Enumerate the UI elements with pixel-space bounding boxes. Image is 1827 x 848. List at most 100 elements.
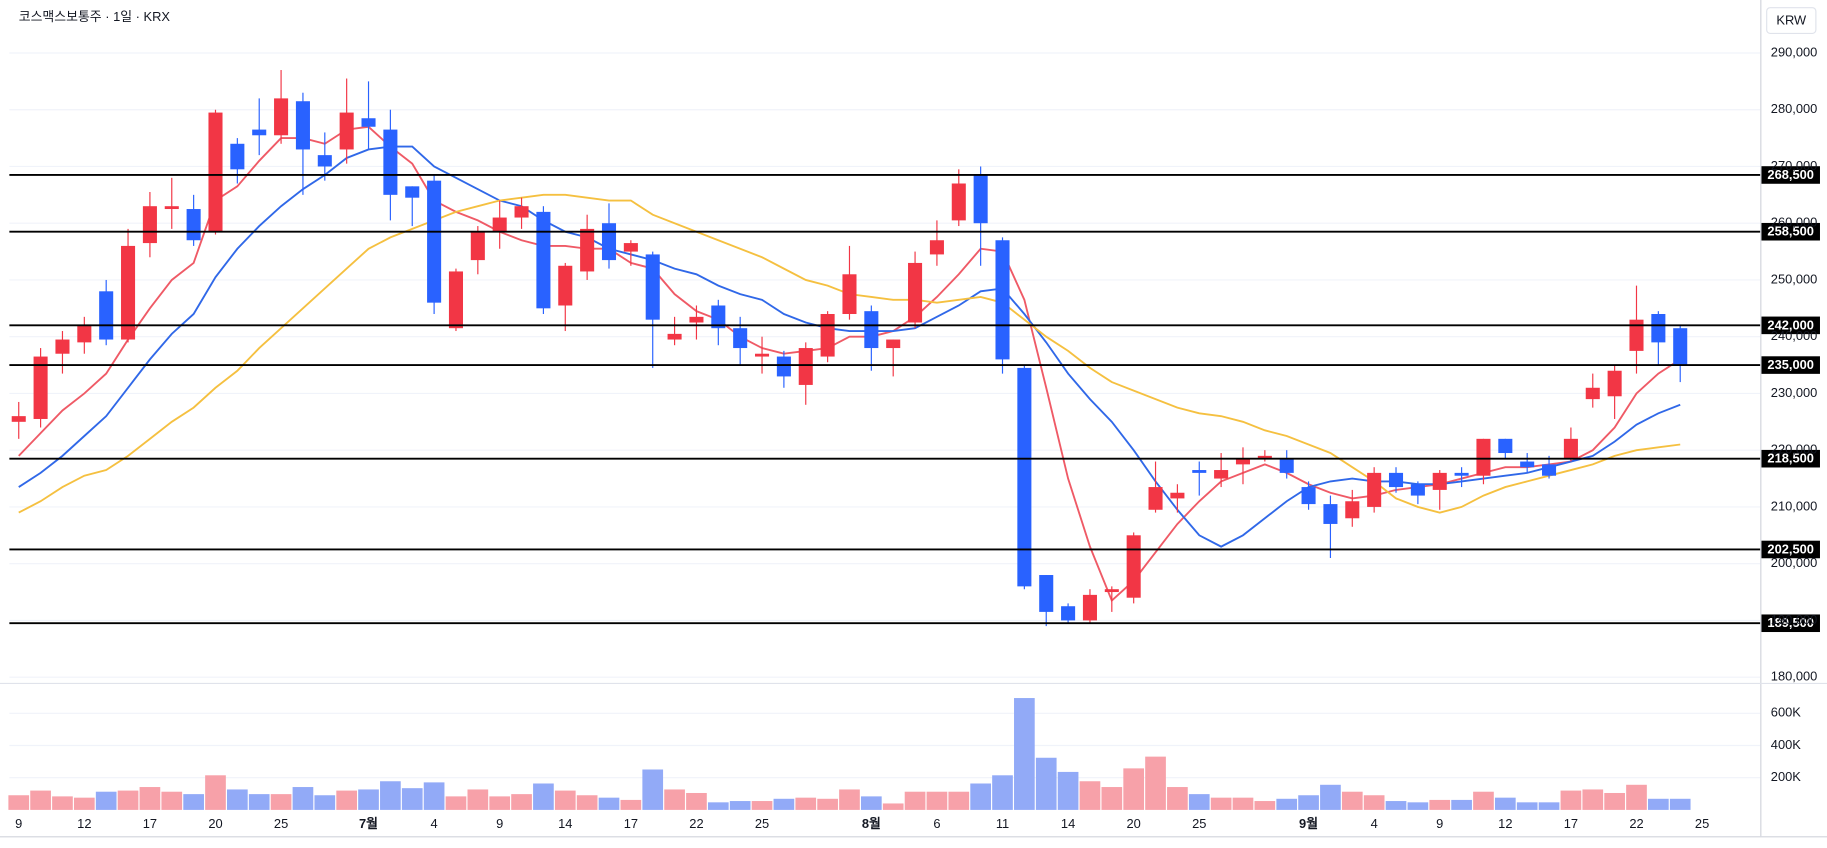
volume-bar bbox=[445, 796, 467, 810]
candle-body bbox=[995, 240, 1010, 360]
currency-label[interactable]: KRW bbox=[1776, 13, 1807, 28]
x-tick-label: 7월 bbox=[359, 816, 378, 831]
x-tick-label: 9월 bbox=[1299, 816, 1318, 831]
x-tick-label: 4 bbox=[431, 816, 438, 831]
horizontal-line-label: 258,500 bbox=[1767, 224, 1814, 239]
horizontal-line-label: 242,000 bbox=[1767, 317, 1814, 332]
horizontal-line-badge bbox=[1761, 316, 1820, 335]
candle-body bbox=[623, 243, 638, 252]
candle-body bbox=[536, 211, 551, 309]
horizontal-line-badge bbox=[1761, 166, 1820, 184]
volume-bar bbox=[380, 781, 401, 810]
horizontal-line-badge bbox=[1761, 449, 1820, 468]
y-tick-label: 240,000 bbox=[1771, 328, 1818, 343]
y-tick-label: 290,000 bbox=[1771, 44, 1818, 59]
volume-bar bbox=[30, 790, 51, 810]
volume-bar bbox=[1276, 798, 1298, 810]
volume-bar bbox=[751, 801, 773, 810]
candle-body bbox=[711, 305, 726, 329]
volume-bar bbox=[270, 794, 292, 810]
volume-bar bbox=[926, 791, 948, 810]
currency-badge[interactable] bbox=[1766, 7, 1817, 35]
volume-tick-label: 200K bbox=[1771, 769, 1801, 784]
volume-bar bbox=[1014, 698, 1035, 810]
volume-bar bbox=[860, 796, 882, 810]
volume-tick-label: 400K bbox=[1771, 737, 1801, 752]
volume-bar bbox=[1298, 795, 1319, 810]
candle-body bbox=[886, 339, 901, 349]
x-tick-label: 14 bbox=[1061, 816, 1075, 831]
volume-bar bbox=[117, 790, 139, 810]
horizontal-line-badge bbox=[1761, 356, 1820, 374]
volume-bar bbox=[533, 783, 554, 810]
volume-bar bbox=[1101, 787, 1123, 810]
x-tick-label: 4 bbox=[1371, 816, 1378, 831]
volume-bar bbox=[1232, 797, 1254, 810]
candle-body bbox=[1367, 472, 1382, 507]
x-tick-label: 14 bbox=[558, 816, 572, 831]
volume-bar bbox=[423, 782, 445, 810]
candle-body bbox=[667, 333, 682, 340]
candle-body bbox=[864, 311, 879, 349]
candle-body bbox=[580, 228, 595, 272]
candle-body bbox=[252, 129, 267, 136]
x-tick-label: 22 bbox=[1629, 816, 1643, 831]
volume-bar bbox=[598, 797, 620, 810]
horizontal-line-label: 202,500 bbox=[1767, 541, 1814, 556]
candle-body bbox=[470, 231, 485, 261]
volume-bar bbox=[1385, 801, 1407, 810]
volume-bar bbox=[1320, 784, 1341, 810]
candle-body bbox=[142, 206, 157, 244]
volume-bar bbox=[1516, 802, 1538, 810]
y-tick-label: 190,000 bbox=[1771, 612, 1818, 627]
candle-body bbox=[733, 328, 748, 349]
volume-bar bbox=[1363, 795, 1385, 810]
candle-body bbox=[295, 101, 310, 150]
y-tick-label: 270,000 bbox=[1771, 158, 1818, 173]
volume-bar bbox=[1429, 799, 1451, 810]
volume-bar bbox=[1210, 797, 1232, 810]
x-tick-label: 25 bbox=[274, 816, 288, 831]
candle-body bbox=[1148, 487, 1163, 510]
candle-body bbox=[689, 316, 704, 323]
volume-bar bbox=[642, 769, 664, 810]
y-tick-label: 180,000 bbox=[1771, 669, 1818, 684]
candle-body bbox=[448, 271, 463, 329]
candle-body bbox=[1214, 470, 1229, 479]
candle-body bbox=[405, 186, 420, 198]
candle-body bbox=[1082, 594, 1097, 621]
horizontal-line-badge bbox=[1761, 614, 1820, 633]
volume-bar bbox=[882, 803, 904, 810]
candle-body bbox=[1673, 328, 1688, 366]
candle-body bbox=[1039, 575, 1054, 612]
moving-average-line bbox=[18, 145, 1681, 548]
horizontal-line-label: 235,000 bbox=[1767, 357, 1814, 372]
volume-bar bbox=[314, 795, 336, 810]
volume-bar bbox=[795, 797, 817, 810]
candle-body bbox=[1585, 387, 1600, 400]
candle-body bbox=[1520, 461, 1535, 468]
volume-bar bbox=[139, 787, 161, 810]
candle-body bbox=[383, 129, 398, 195]
candle-body bbox=[1651, 314, 1666, 343]
candle-body bbox=[951, 183, 966, 221]
volume-bar bbox=[8, 795, 30, 810]
volume-bar bbox=[1473, 791, 1494, 810]
candle-body bbox=[1061, 606, 1076, 621]
volume-bar bbox=[970, 783, 991, 810]
candle-body bbox=[121, 245, 136, 340]
x-tick-label: 9 bbox=[15, 816, 22, 831]
candle-body bbox=[929, 240, 944, 255]
volume-bar bbox=[161, 791, 183, 810]
x-tick-label: 9 bbox=[1436, 816, 1443, 831]
candle-body bbox=[99, 291, 114, 340]
candle-body bbox=[1017, 367, 1032, 587]
candle-body bbox=[973, 174, 988, 224]
candle-body bbox=[1498, 438, 1513, 454]
volume-bar bbox=[1494, 797, 1516, 810]
candle-body bbox=[186, 209, 201, 241]
